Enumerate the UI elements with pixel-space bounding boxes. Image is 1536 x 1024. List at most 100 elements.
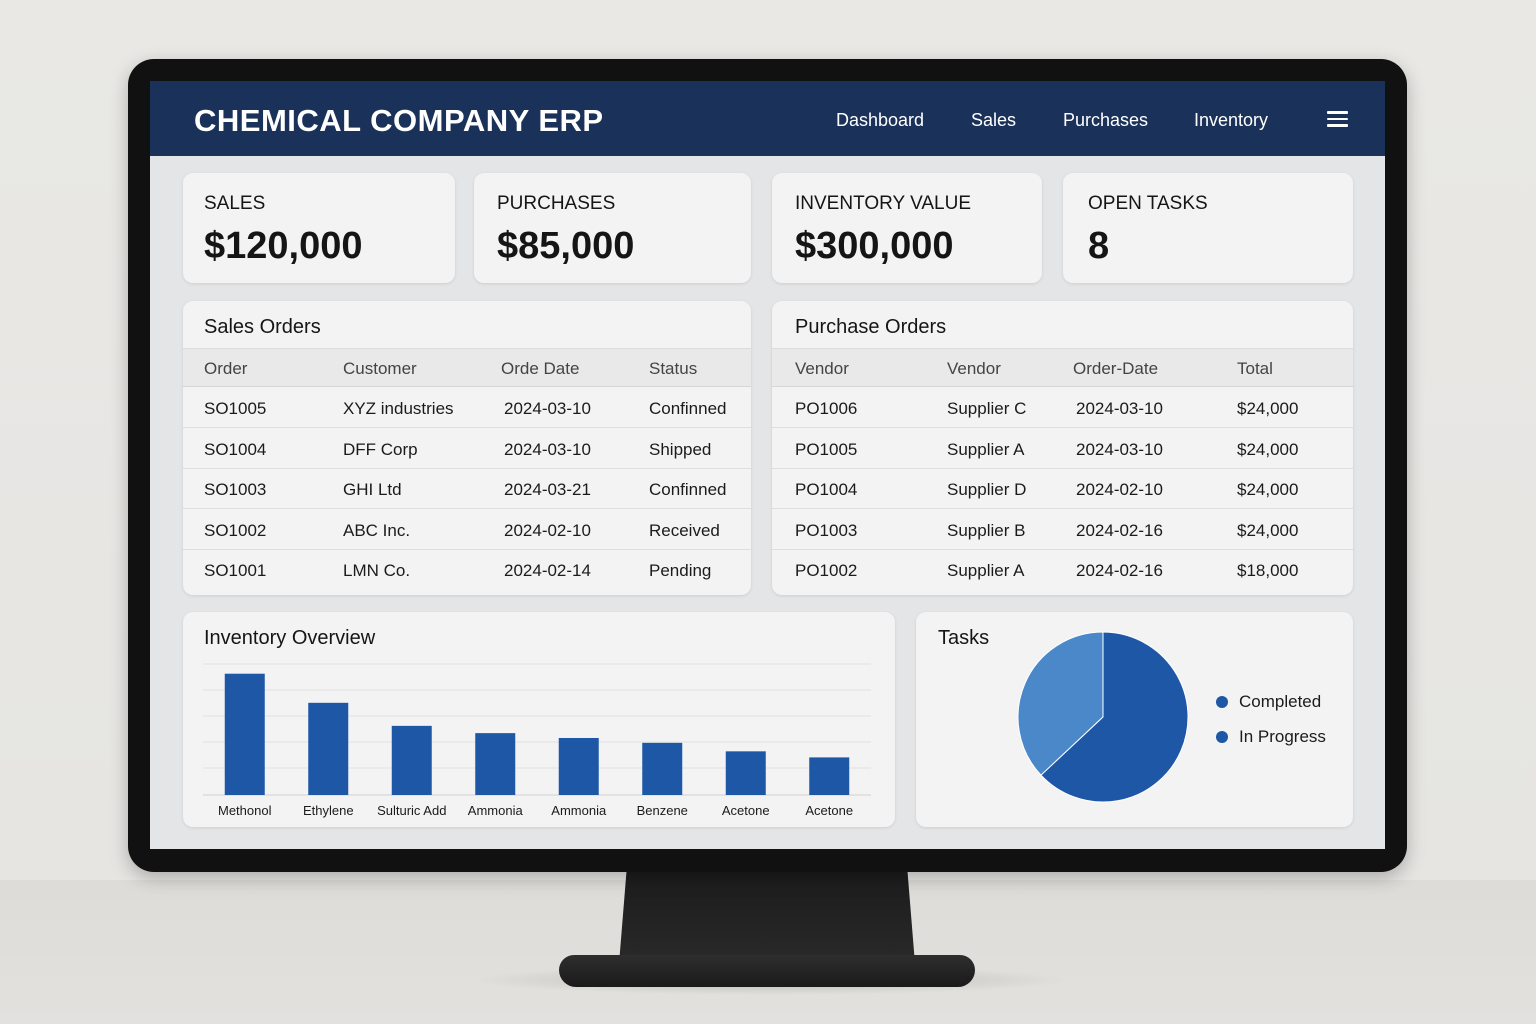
bar — [308, 702, 349, 795]
table-row[interactable]: SO1005 XYZ industries 2024-03-10 Confinn… — [183, 388, 751, 428]
panel-title: Tasks — [938, 627, 990, 649]
order-date: 2024-02-16 — [1076, 521, 1163, 540]
table-header: Vendor Vendor Order-Date Total — [772, 348, 1353, 387]
tasks-pie-chart — [1017, 631, 1189, 803]
po-id: PO1006 — [795, 399, 858, 418]
kpi-card-open-tasks: OPEN TASKS 8 — [1063, 173, 1353, 283]
pie-slice-completed — [1017, 631, 1104, 776]
customer: DFF Corp — [343, 440, 418, 459]
status: Shipped — [649, 440, 712, 459]
bar-label: Sulturic Add — [377, 803, 446, 818]
kpi-value: $300,000 — [795, 225, 954, 267]
bar-label: Ammonia — [551, 803, 607, 818]
bar-label: Acetone — [805, 803, 853, 818]
status: Confinned — [649, 399, 727, 418]
bar-label: Methonol — [218, 803, 272, 818]
column-header[interactable]: Total — [1237, 359, 1273, 378]
app-title: CHEMICAL COMPANY ERP — [194, 103, 604, 138]
po-id: PO1003 — [795, 521, 858, 540]
column-header[interactable]: Orde Date — [501, 359, 580, 378]
order-date: 2024-02-14 — [504, 561, 591, 580]
nav-purchases[interactable]: Purchases — [1063, 110, 1149, 130]
kpi-value: 8 — [1088, 225, 1110, 267]
panel-title: Sales Orders — [204, 316, 321, 338]
bar — [224, 673, 265, 795]
status: Confinned — [649, 480, 727, 499]
order-date: 2024-03-10 — [504, 399, 591, 418]
kpi-value: $120,000 — [204, 225, 363, 267]
order-date: 2024-02-16 — [1076, 561, 1163, 580]
table-row[interactable]: PO1002 Supplier A 2024-02-16 $18,000 — [772, 550, 1353, 590]
inventory-bar-chart: Methonol Ethylene Sulturic Add Ammonia Ammon… — [203, 663, 871, 818]
table-row[interactable]: SO1003 GHI Ltd 2024-03-21 Confinned — [183, 469, 751, 509]
kpi-label: OPEN TASKS — [1088, 193, 1208, 214]
customer: GHI Ltd — [343, 480, 402, 499]
kpi-card-sales: SALES $120,000 — [183, 173, 455, 283]
bar — [391, 725, 432, 795]
order-id: SO1003 — [204, 480, 267, 499]
vendor: Supplier A — [947, 440, 1025, 459]
kpi-label: SALES — [204, 193, 266, 214]
pie-slice-in-progress — [1040, 631, 1189, 803]
customer: LMN Co. — [343, 561, 411, 580]
hamburger-menu-icon[interactable] — [1327, 111, 1348, 127]
kpi-card-purchases: PURCHASES $85,000 — [474, 173, 751, 283]
order-id: SO1004 — [204, 440, 267, 459]
bar — [475, 733, 516, 795]
legend-dot-completed — [1216, 696, 1228, 708]
bar — [558, 737, 599, 795]
bar-label: Acetone — [722, 803, 770, 818]
bar-label: Benzene — [637, 803, 688, 818]
order-date: 2024-02-10 — [1076, 480, 1163, 499]
column-header[interactable]: Vendor — [795, 359, 849, 378]
vendor: Supplier B — [947, 521, 1026, 540]
panel-title: Purchase Orders — [795, 316, 947, 338]
column-header[interactable]: Vendor — [947, 359, 1001, 378]
table-row[interactable]: SO1004 DFF Corp 2024-03-10 Shipped — [183, 429, 751, 469]
sales-orders-panel: Sales Orders Order Customer Orde Date St… — [183, 301, 751, 595]
column-header[interactable]: Customer — [343, 359, 417, 378]
status: Pending — [649, 561, 712, 580]
column-header[interactable]: Order — [204, 359, 248, 378]
order-date: 2024-02-10 — [504, 521, 591, 540]
inventory-overview-panel: Inventory Overview Methonol Ethylene Sultu… — [183, 612, 895, 827]
total: $18,000 — [1237, 561, 1299, 580]
kpi-value: $85,000 — [497, 225, 635, 267]
table-row[interactable]: PO1006 Supplier C 2024-03-10 $24,000 — [772, 388, 1353, 428]
status: Received — [649, 521, 720, 540]
erp-screen: CHEMICAL COMPANY ERP Dashboard Sales Pur… — [150, 81, 1385, 849]
bar — [642, 742, 683, 795]
order-id: SO1005 — [204, 399, 267, 418]
table-row[interactable]: PO1004 Supplier D 2024-02-10 $24,000 — [772, 469, 1353, 509]
legend-label-completed: Completed — [1239, 692, 1322, 711]
table-row[interactable]: SO1001 LMN Co. 2024-02-14 Pending — [183, 550, 751, 590]
column-header[interactable]: Status — [649, 359, 698, 378]
purchase-orders-panel: Purchase Orders Vendor Vendor Order-Date… — [772, 301, 1353, 595]
po-id: PO1002 — [795, 561, 858, 580]
vendor: Supplier C — [947, 399, 1027, 418]
vendor: Supplier D — [947, 480, 1027, 499]
kpi-card-inventory-value: INVENTORY VALUE $300,000 — [772, 173, 1042, 283]
customer: ABC Inc. — [343, 521, 411, 540]
total: $24,000 — [1237, 440, 1299, 459]
nav-inventory[interactable]: Inventory — [1194, 110, 1269, 130]
total: $24,000 — [1237, 521, 1299, 540]
bar-label: Ethylene — [303, 803, 354, 818]
table-row[interactable]: SO1002 ABC Inc. 2024-02-10 Received — [183, 510, 751, 550]
vendor: Supplier A — [947, 561, 1025, 580]
order-id: SO1001 — [204, 561, 267, 580]
bar — [725, 751, 766, 795]
column-header[interactable]: Order-Date — [1073, 359, 1159, 378]
kpi-label: INVENTORY VALUE — [795, 193, 971, 214]
table-row[interactable]: PO1005 Supplier A 2024-03-10 $24,000 — [772, 429, 1353, 469]
kpi-label: PURCHASES — [497, 193, 616, 214]
table-row[interactable]: PO1003 Supplier B 2024-02-16 $24,000 — [772, 510, 1353, 550]
top-navigation-bar: CHEMICAL COMPANY ERP Dashboard Sales Pur… — [150, 81, 1385, 156]
monitor-stand-base — [559, 955, 975, 987]
legend-dot-in-progress — [1216, 731, 1228, 743]
bar-label: Ammonia — [468, 803, 524, 818]
nav-sales[interactable]: Sales — [971, 110, 1017, 130]
order-date: 2024-03-21 — [504, 480, 591, 499]
nav-dashboard[interactable]: Dashboard — [836, 110, 925, 130]
total: $24,000 — [1237, 399, 1299, 418]
